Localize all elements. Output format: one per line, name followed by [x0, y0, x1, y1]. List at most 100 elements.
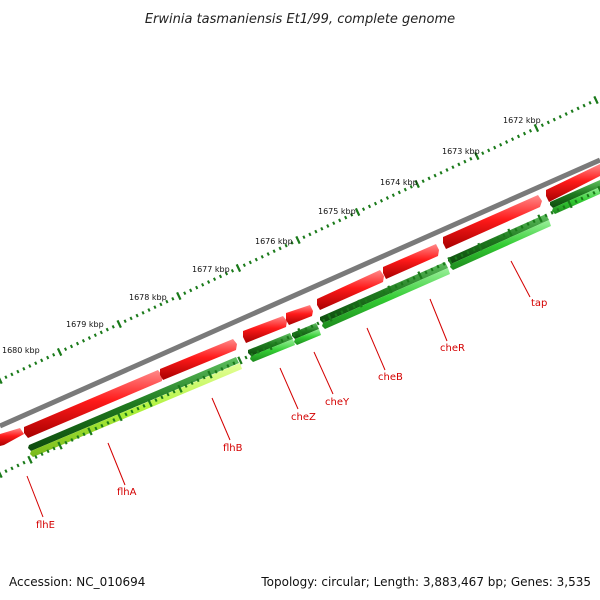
gene-label-cheB[interactable]: cheB — [378, 372, 403, 383]
minor-tick — [334, 313, 338, 317]
minor-tick — [159, 302, 163, 307]
minor-tick — [34, 361, 38, 366]
minor-tick — [588, 100, 592, 105]
map-title: Erwinia tasmaniensis Et1/99, complete ge… — [145, 12, 455, 27]
gene-arrow[interactable] — [294, 329, 321, 345]
major-tick — [354, 207, 361, 217]
major-tick — [0, 471, 3, 479]
gene-arrow[interactable] — [443, 195, 542, 249]
minor-tick — [171, 296, 175, 301]
gene-arrow[interactable] — [450, 220, 551, 270]
minor-tick — [487, 148, 491, 153]
gene-arrow[interactable] — [286, 305, 313, 325]
gene-label-cheZ[interactable]: cheZ — [291, 412, 316, 423]
minor-tick — [586, 193, 590, 198]
minor-tick — [532, 219, 536, 224]
major-tick — [87, 427, 93, 436]
minor-tick — [580, 196, 584, 201]
minor-tick — [570, 109, 574, 114]
minor-tick — [304, 327, 308, 332]
minor-tick — [290, 240, 294, 245]
minor-tick — [64, 440, 68, 445]
gene-arrow[interactable] — [28, 357, 239, 451]
minor-tick — [274, 341, 278, 346]
minor-tick — [202, 375, 206, 380]
minor-tick — [385, 196, 389, 200]
minor-tick — [520, 225, 524, 229]
minor-tick — [562, 205, 566, 209]
minor-tick — [69, 344, 74, 349]
minor-tick — [76, 435, 80, 439]
minor-tick — [412, 276, 416, 280]
gene-arrow[interactable] — [250, 339, 295, 362]
minor-tick — [94, 426, 98, 431]
minor-tick — [466, 250, 470, 255]
minor-tick — [214, 369, 218, 374]
gene-arrow[interactable] — [0, 428, 24, 446]
major-tick — [474, 151, 480, 161]
scale-label: 1676 kbp — [255, 237, 293, 246]
minor-tick — [320, 226, 324, 231]
gene-label-flhA[interactable]: flhA — [117, 487, 137, 498]
gene-label-cheY[interactable]: cheY — [325, 397, 350, 408]
minor-tick — [34, 455, 38, 459]
minor-tick — [52, 352, 56, 357]
minor-tick — [4, 375, 8, 380]
minor-tick — [481, 151, 485, 156]
gene-arrow[interactable] — [546, 164, 600, 202]
minor-tick — [421, 179, 425, 184]
minor-tick — [75, 341, 80, 346]
gene-label-flhB[interactable]: flhB — [223, 443, 243, 454]
minor-tick — [135, 313, 139, 318]
accession-label: Accession: NC_010694 — [9, 575, 145, 589]
major-tick — [147, 398, 153, 408]
minor-tick — [582, 103, 586, 108]
gene-labels: tap cheR cheB cheY cheZ flhB flhA flhE — [36, 298, 547, 531]
gene-arrow[interactable] — [24, 370, 162, 438]
gene-label-tap[interactable]: tap — [531, 298, 547, 309]
gene-arrow[interactable] — [383, 244, 439, 279]
gene-arrow[interactable] — [243, 316, 287, 343]
minor-tick — [496, 236, 500, 241]
minor-tick — [364, 298, 368, 303]
minor-tick — [552, 117, 556, 122]
minor-tick — [262, 347, 266, 351]
gene-arrow[interactable] — [248, 333, 293, 356]
scale-label: 1680 kbp — [2, 346, 40, 355]
major-tick — [533, 123, 540, 133]
minor-tick — [142, 403, 146, 408]
gene-arrow[interactable] — [160, 339, 237, 380]
minor-tick — [302, 235, 306, 240]
gene-arrow[interactable] — [550, 180, 600, 208]
genome-backbone — [0, 157, 600, 429]
gene-arrow[interactable] — [317, 270, 384, 310]
minor-tick — [316, 321, 320, 326]
major-tick — [507, 228, 513, 237]
minor-tick — [397, 190, 401, 195]
minor-tick — [100, 423, 104, 428]
minor-tick — [550, 210, 554, 215]
scale-label: 1677 kbp — [192, 265, 230, 274]
scale-label: 1678 kbp — [129, 293, 167, 302]
major-tick — [537, 214, 543, 223]
minor-tick — [250, 352, 254, 357]
minor-tick — [284, 243, 288, 248]
minor-tick — [212, 277, 217, 282]
gene-label-cheR[interactable]: cheR — [440, 343, 465, 354]
minor-tick — [10, 372, 14, 377]
minor-tick — [4, 469, 8, 474]
minor-tick — [367, 204, 372, 209]
minor-tick — [136, 406, 140, 411]
minor-tick — [332, 221, 336, 226]
minor-tick — [439, 170, 443, 175]
genome-summary: Topology: circular; Length: 3,883,467 bp… — [260, 575, 591, 589]
major-tick — [593, 95, 599, 105]
scale-label: 1672 kbp — [503, 116, 541, 125]
minor-tick — [230, 268, 235, 273]
minor-tick — [70, 438, 74, 442]
major-tick — [267, 342, 273, 351]
gene-label-flhE[interactable]: flhE — [36, 520, 55, 531]
gene-arrow[interactable] — [322, 268, 450, 329]
major-tick — [297, 327, 303, 337]
minor-tick — [244, 355, 248, 360]
